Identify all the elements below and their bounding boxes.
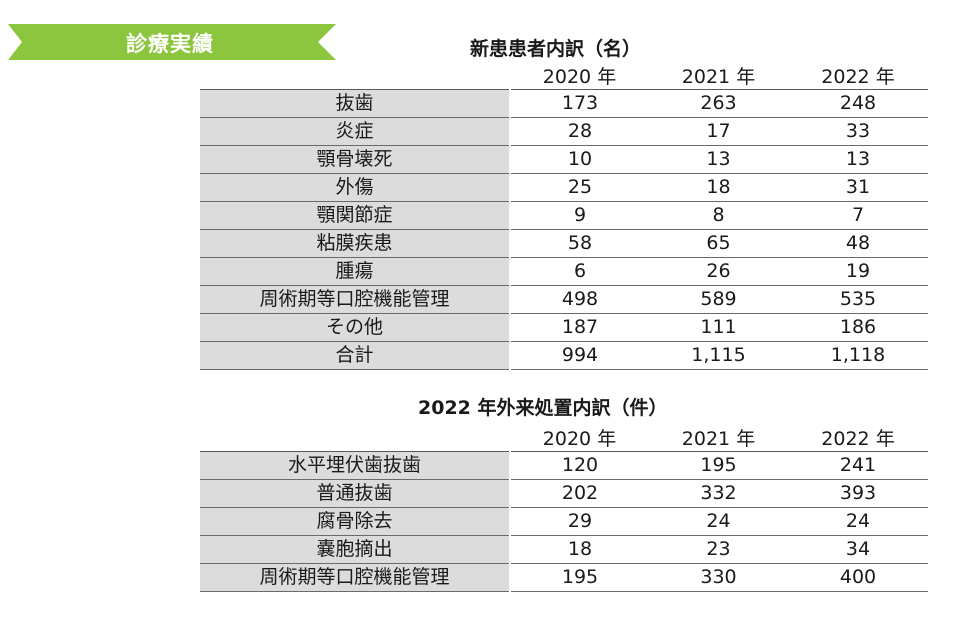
- section-title: 診療実績: [126, 32, 214, 56]
- value-2020: 28: [510, 117, 649, 146]
- value-2021: 24: [649, 507, 788, 536]
- table-row: 周術期等口腔機能管理 498 589 535: [200, 285, 928, 314]
- header-cell-2021: 2021 年: [649, 62, 788, 90]
- value-2021: 195: [649, 451, 788, 480]
- header-cell-2020: 2020 年: [510, 62, 649, 90]
- value-2020: 58: [510, 229, 649, 258]
- table-row: 水平埋伏歯抜歯 120 195 241: [200, 451, 928, 480]
- table-row: 周術期等口腔機能管理 195 330 400: [200, 563, 928, 592]
- outpatient-title: 2022 年外来処置内訳（件）: [418, 397, 668, 419]
- table-row: 腫瘍 6 26 19: [200, 257, 928, 286]
- header-cell-2020: 2020 年: [510, 424, 649, 452]
- row-label: 合計: [200, 341, 511, 370]
- new-patients-table: 2020 年 2021 年 2022 年 抜歯 173 263 248 炎症 2…: [200, 62, 928, 370]
- row-label: 腐骨除去: [200, 507, 511, 536]
- value-2022: 31: [788, 173, 928, 202]
- value-2022: 186: [788, 313, 928, 342]
- new-patients-title: 新患患者内訳（名）: [470, 38, 642, 60]
- value-2020: 202: [510, 479, 649, 508]
- value-2021: 1,115: [649, 341, 788, 370]
- row-label: 抜歯: [200, 89, 511, 118]
- value-2022: 1,118: [788, 341, 928, 370]
- value-2021: 332: [649, 479, 788, 508]
- value-2020: 187: [510, 313, 649, 342]
- value-2022: 400: [788, 563, 928, 592]
- row-label: 顎骨壊死: [200, 145, 511, 174]
- value-2020: 25: [510, 173, 649, 202]
- value-2020: 6: [510, 257, 649, 286]
- row-label: 周術期等口腔機能管理: [200, 563, 511, 592]
- row-label: 炎症: [200, 117, 511, 146]
- value-2021: 13: [649, 145, 788, 174]
- header-cell-label: [200, 424, 510, 452]
- row-label: 外傷: [200, 173, 511, 202]
- table-row: 粘膜疾患 58 65 48: [200, 229, 928, 258]
- value-2022: 535: [788, 285, 928, 314]
- row-label: 嚢胞摘出: [200, 535, 511, 564]
- value-2022: 248: [788, 89, 928, 118]
- value-2020: 9: [510, 201, 649, 230]
- value-2022: 241: [788, 451, 928, 480]
- value-2022: 48: [788, 229, 928, 258]
- table-header-row: 2020 年 2021 年 2022 年: [200, 62, 928, 90]
- table-row: 炎症 28 17 33: [200, 117, 928, 146]
- value-2020: 173: [510, 89, 649, 118]
- value-2020: 498: [510, 285, 649, 314]
- row-label: 腫瘍: [200, 257, 511, 286]
- table-row: 普通抜歯 202 332 393: [200, 479, 928, 508]
- value-2021: 111: [649, 313, 788, 342]
- header-cell-2022: 2022 年: [788, 424, 928, 452]
- value-2020: 994: [510, 341, 649, 370]
- table-row: 嚢胞摘出 18 23 34: [200, 535, 928, 564]
- value-2020: 10: [510, 145, 649, 174]
- value-2021: 589: [649, 285, 788, 314]
- value-2021: 17: [649, 117, 788, 146]
- value-2022: 393: [788, 479, 928, 508]
- value-2022: 24: [788, 507, 928, 536]
- header-cell-2022: 2022 年: [788, 62, 928, 90]
- row-label: 普通抜歯: [200, 479, 511, 508]
- table-row: 顎関節症 9 8 7: [200, 201, 928, 230]
- value-2020: 18: [510, 535, 649, 564]
- value-2022: 19: [788, 257, 928, 286]
- value-2021: 8: [649, 201, 788, 230]
- outpatient-table: 2020 年 2021 年 2022 年 水平埋伏歯抜歯 120 195 241…: [200, 424, 928, 592]
- section-banner: 診療実績: [8, 24, 336, 60]
- table-row: 顎骨壊死 10 13 13: [200, 145, 928, 174]
- table-header-row: 2020 年 2021 年 2022 年: [200, 424, 928, 452]
- value-2021: 23: [649, 535, 788, 564]
- table-row: 抜歯 173 263 248: [200, 89, 928, 118]
- value-2020: 120: [510, 451, 649, 480]
- row-label: 粘膜疾患: [200, 229, 511, 258]
- row-label: 周術期等口腔機能管理: [200, 285, 511, 314]
- value-2020: 195: [510, 563, 649, 592]
- table-row: その他 187 111 186: [200, 313, 928, 342]
- value-2021: 330: [649, 563, 788, 592]
- value-2022: 13: [788, 145, 928, 174]
- value-2021: 65: [649, 229, 788, 258]
- header-cell-2021: 2021 年: [649, 424, 788, 452]
- header-cell-label: [200, 62, 510, 90]
- value-2021: 263: [649, 89, 788, 118]
- value-2022: 7: [788, 201, 928, 230]
- row-label: 水平埋伏歯抜歯: [200, 451, 511, 480]
- table-row: 外傷 25 18 31: [200, 173, 928, 202]
- value-2021: 18: [649, 173, 788, 202]
- banner-shape: [8, 24, 336, 60]
- value-2022: 34: [788, 535, 928, 564]
- table-row-total: 合計 994 1,115 1,118: [200, 341, 928, 370]
- value-2021: 26: [649, 257, 788, 286]
- table-row: 腐骨除去 29 24 24: [200, 507, 928, 536]
- row-label: 顎関節症: [200, 201, 511, 230]
- value-2022: 33: [788, 117, 928, 146]
- row-label: その他: [200, 313, 511, 342]
- value-2020: 29: [510, 507, 649, 536]
